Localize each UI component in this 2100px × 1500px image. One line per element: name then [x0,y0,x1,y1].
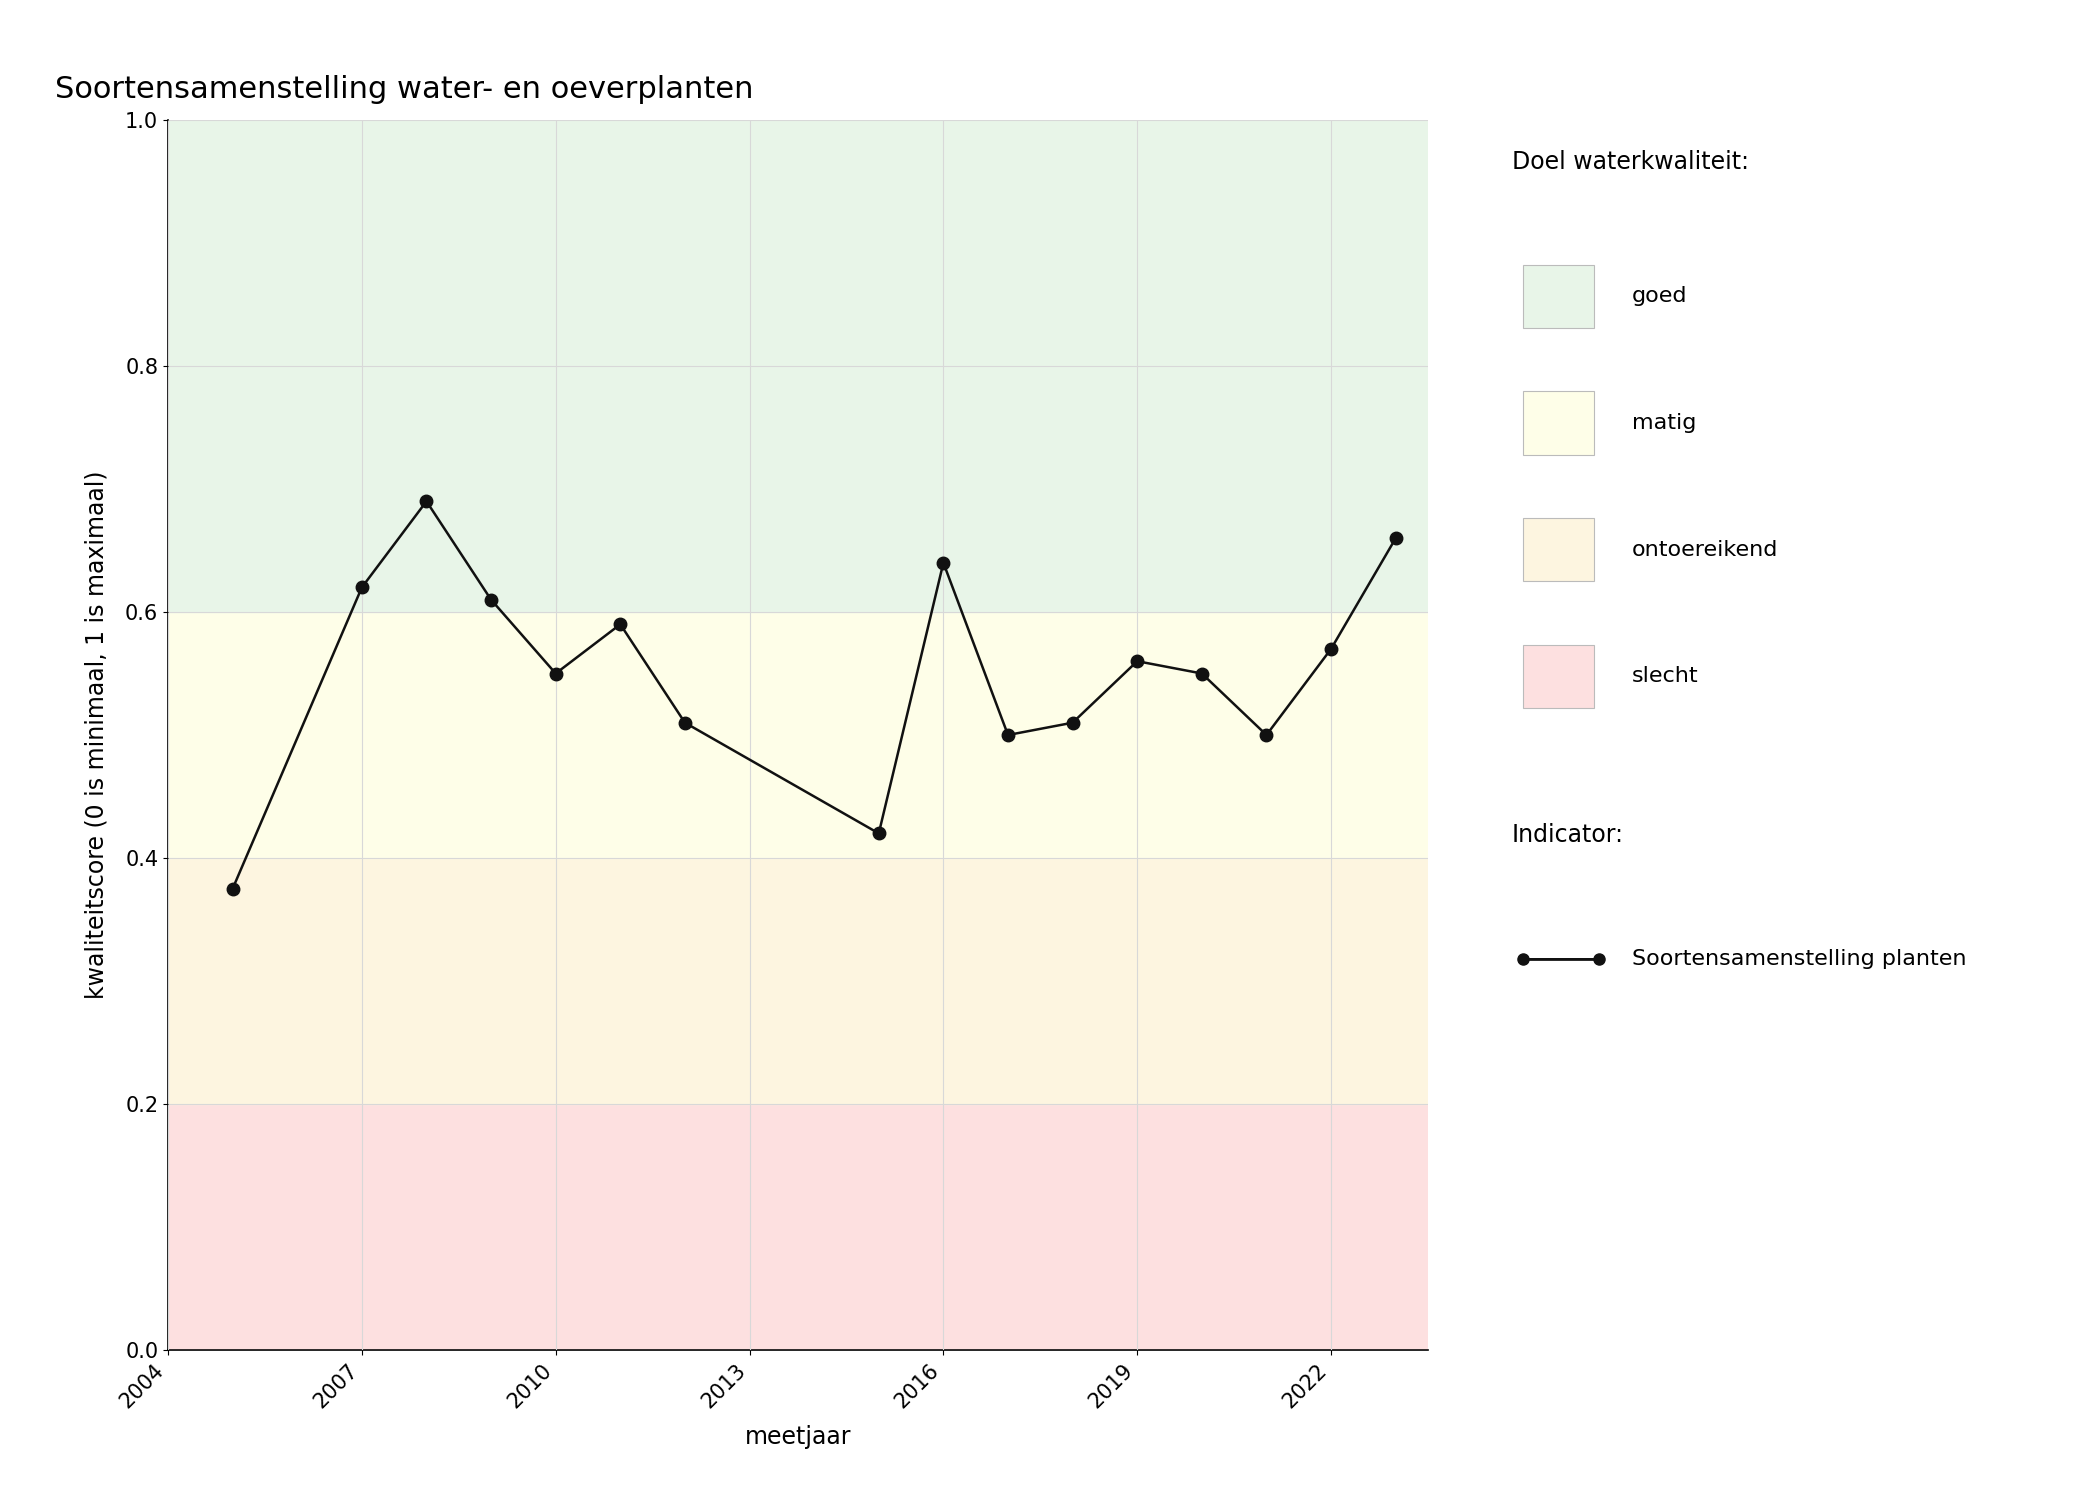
FancyBboxPatch shape [1522,518,1594,582]
Text: Indicator:: Indicator: [1512,822,1623,846]
Text: Soortensamenstelling planten: Soortensamenstelling planten [1632,950,1966,969]
Bar [168,120,1428,612]
Text: matig: matig [1632,413,1697,434]
Text: Doel waterkwaliteit:: Doel waterkwaliteit: [1512,150,1749,174]
Text: Soortensamenstelling water- en oeverplanten: Soortensamenstelling water- en oeverplan… [55,75,754,104]
Bar [168,1104,1428,1350]
FancyBboxPatch shape [1522,392,1594,454]
Bar [168,858,1428,1104]
Text: ontoereikend: ontoereikend [1632,540,1779,560]
Text: slecht: slecht [1632,666,1699,687]
X-axis label: meetjaar: meetjaar [746,1425,851,1449]
FancyBboxPatch shape [1522,645,1594,708]
FancyBboxPatch shape [1522,264,1594,328]
Text: goed: goed [1632,286,1688,306]
Y-axis label: kwaliteitscore (0 is minimaal, 1 is maximaal): kwaliteitscore (0 is minimaal, 1 is maxi… [84,471,109,999]
Bar [168,612,1428,858]
